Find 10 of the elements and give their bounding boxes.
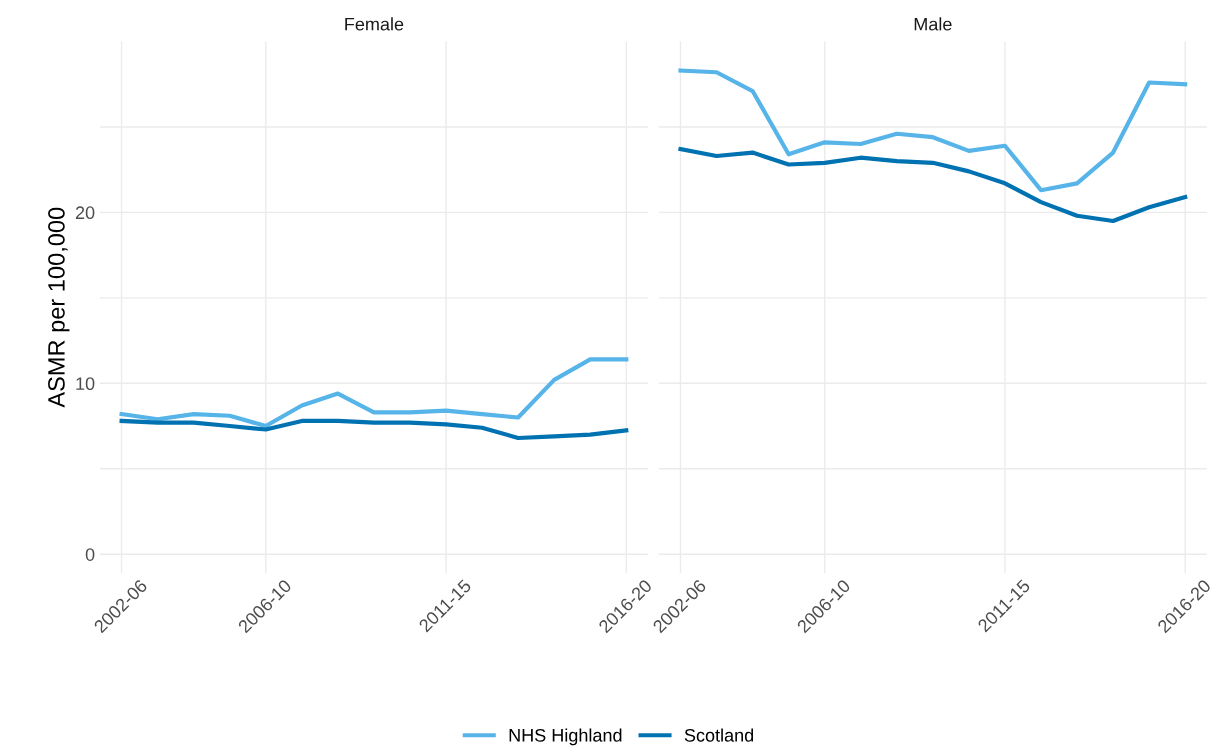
legend-label: Scotland xyxy=(684,728,754,742)
chart-title: Female xyxy=(345,17,404,31)
y-tick-label: 20 xyxy=(75,206,95,220)
y-tick-label: 0 xyxy=(85,548,95,561)
legend-label: NHS Highland xyxy=(509,728,622,746)
y-tick-label: 10 xyxy=(76,377,95,391)
y-axis-title: ASMR per 100,000 xyxy=(48,207,70,408)
chart-title: Male xyxy=(914,17,952,31)
line-series xyxy=(119,418,629,441)
line-series xyxy=(119,357,629,429)
